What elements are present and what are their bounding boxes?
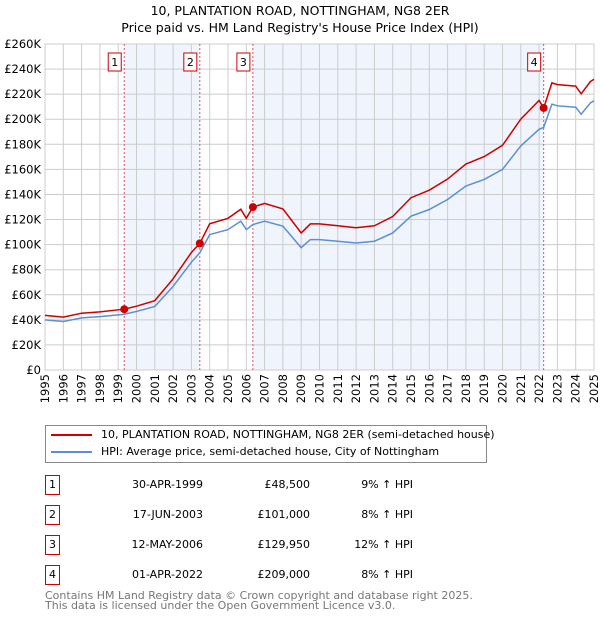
sale-point [248,203,257,212]
plot-area: £0 £20K £40K £60K £80K £100K £120K £140K £160K £1… [4,37,600,403]
x-tick-label: 2014 [386,374,400,403]
x-tick-label: 2024 [569,374,583,403]
sale-marker-badge: 2 [45,505,60,525]
x-tick-label: 1996 [56,374,70,403]
sale-marker-badge: 3 [45,535,60,555]
sale-label: 1 [111,56,118,69]
sale-marker-badge: 1 [45,475,60,495]
x-tick-label: 2022 [532,374,546,403]
shaded-range [252,44,544,370]
y-tick-label: £60K [12,288,42,302]
sale-point [195,239,204,248]
sale-row: 2 17-JUN-2003 £101,000 8% ↑ HPI [45,505,445,525]
x-tick-label: 2020 [496,374,510,403]
x-tick-label: 2004 [203,374,217,403]
x-tick-label: 2016 [422,374,436,403]
legend: 10, PLANTATION ROAD, NOTTINGHAM, NG8 2ER… [45,425,495,463]
x-tick-label: 2023 [550,374,564,403]
legend-swatch-blue [51,451,92,453]
x-tick-label: 2000 [130,374,144,403]
x-tick-label: 2005 [221,374,235,403]
sale-price: £101,000 [257,508,311,521]
y-tick-label: £180K [4,137,41,151]
y-tick-label: £20K [12,338,42,352]
sale-label-box [236,52,251,72]
x-tick-label: 1997 [75,374,89,403]
sale-row: 3 12-MAY-2006 £129,950 12% ↑ HPI [45,535,445,555]
sale-price: £129,950 [257,538,311,551]
x-tick-label: 1998 [93,374,107,403]
sale-date: 01-APR-2022 [131,568,203,581]
legend-label: 10, PLANTATION ROAD, NOTTINGHAM, NG8 2ER… [101,428,495,441]
y-tick-label: £160K [4,162,41,176]
x-tick-label: 2003 [184,374,198,403]
x-tick-label: 2018 [459,374,473,403]
x-tick-label: 1995 [38,374,52,403]
sale-label-box [527,52,542,72]
x-tick-label: 2021 [514,374,528,403]
x-tick-label: 2019 [477,374,491,403]
y-tick-label: £100K [4,238,41,252]
sale-hpi-diff: 8% ↑ HPI [361,508,413,521]
sale-label: 2 [187,56,194,69]
sale-price: £209,000 [257,568,311,581]
sale-label: 4 [531,56,538,69]
sale-date: 12-MAY-2006 [131,538,203,551]
x-tick-label: 2008 [276,374,290,403]
x-tick-label: 2011 [331,374,345,403]
footer-line-1: Contains HM Land Registry data © Crown c… [45,589,473,602]
x-tick-label: 2001 [148,374,162,403]
y-tick-label: £260K [4,37,41,51]
x-tick-label: 2009 [294,374,308,403]
x-tick-label: 2015 [404,374,418,403]
chart-title: 10, PLANTATION ROAD, NOTTINGHAM, NG8 2ER [150,3,450,18]
sale-hpi-diff: 12% ↑ HPI [354,538,413,551]
footer-line-2: This data is licensed under the Open Gov… [45,599,396,612]
sale-label-box [107,52,122,72]
x-tick-label: 2012 [349,374,363,403]
x-tick-label: 2025 [587,374,600,403]
series-line [44,78,595,318]
sale-row: 1 30-APR-1999 £48,500 9% ↑ HPI [45,475,445,495]
plot-frame [44,43,595,371]
sale-marker-badge: 4 [45,565,60,585]
shaded-range [124,44,200,370]
y-tick-label: £120K [4,213,41,227]
sale-hpi-diff: 9% ↑ HPI [361,478,413,491]
chart-subtitle: Price paid vs. HM Land Registry's House … [121,20,479,35]
sale-date: 17-JUN-2003 [132,508,203,521]
x-tick-label: 2002 [166,374,180,403]
x-tick-label: 2007 [258,374,272,403]
y-tick-label: £140K [4,187,41,201]
x-tick-label: 2006 [239,374,253,403]
y-tick-label: £220K [4,87,41,101]
sale-date: 30-APR-1999 [131,478,203,491]
x-tick-label: 1999 [111,374,125,403]
sale-row: 4 01-APR-2022 £209,000 8% ↑ HPI [45,565,445,585]
series-line [44,100,595,323]
x-tick-label: 2013 [367,374,381,403]
sale-price: £48,500 [264,478,311,491]
y-tick-label: £240K [4,62,41,76]
y-tick-label: £40K [12,313,42,327]
sale-point [539,103,548,112]
y-tick-label: £80K [12,263,42,277]
sale-label: 3 [240,56,247,69]
sale-label-box [183,52,198,72]
x-tick-label: 2017 [441,374,455,403]
sale-hpi-diff: 8% ↑ HPI [361,568,413,581]
sale-point [120,305,129,314]
x-tick-label: 2010 [313,374,327,403]
legend-label: HPI: Average price, semi-detached house,… [101,445,440,458]
y-tick-label: £200K [4,112,41,126]
y-tick-label: £0 [26,363,41,377]
legend-swatch-red [51,434,92,436]
